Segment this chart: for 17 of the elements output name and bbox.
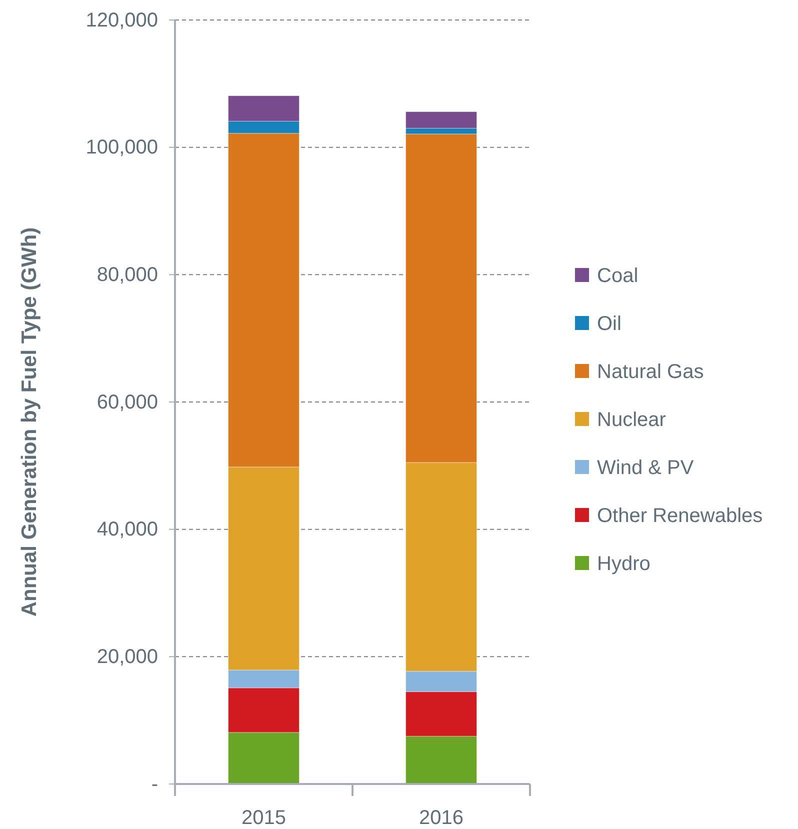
x-tick-label: 2016 <box>419 807 464 829</box>
y-axis-title: Annual Generation by Fuel Type (GWh) <box>18 227 41 617</box>
legend-label: Other Renewables <box>597 505 763 527</box>
legend-label: Natural Gas <box>597 361 704 383</box>
y-tick-label: 40,000 <box>96 518 158 541</box>
y-tick-label: 60,000 <box>96 391 158 414</box>
legend-label: Oil <box>597 313 622 335</box>
legend-label: Hydro <box>597 553 650 575</box>
y-tick-label: 20,000 <box>96 646 158 668</box>
y-tick-label: - <box>151 773 158 796</box>
y-tick-label: 80,000 <box>96 264 158 286</box>
legend-label: Coal <box>597 265 638 287</box>
y-tick-label: 100,000 <box>86 136 158 159</box>
legend-label: Nuclear <box>597 409 666 431</box>
y-tick-label: 120,000 <box>86 9 158 32</box>
x-tick-label: 2015 <box>242 807 286 829</box>
legend-label: Wind & PV <box>597 457 694 479</box>
